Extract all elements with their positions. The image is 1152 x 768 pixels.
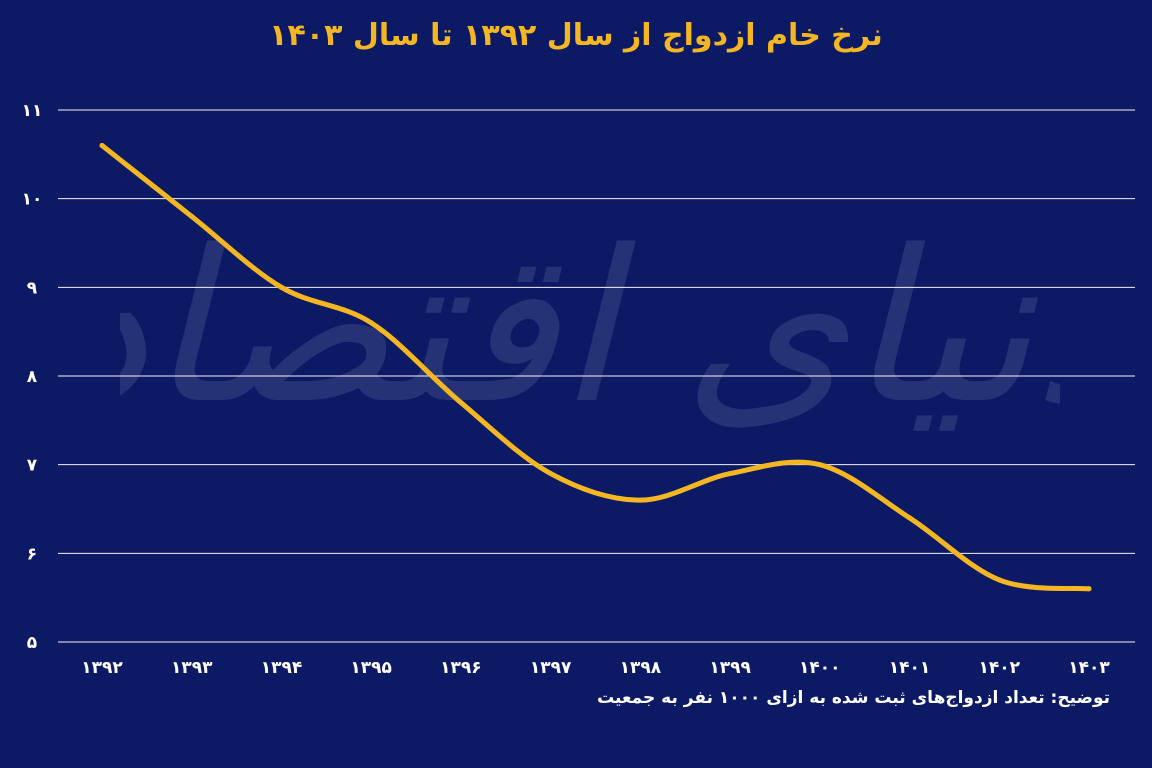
data-point <box>458 400 464 406</box>
x-tick-label: ۱۴۰۱ <box>889 658 931 678</box>
data-point <box>1086 586 1092 592</box>
x-tick-label: ۱۳۹۶ <box>440 658 482 678</box>
data-point <box>99 142 105 148</box>
x-tick-label: ۱۴۰۲ <box>979 658 1021 678</box>
data-point <box>189 213 195 219</box>
x-tick-label: ۱۴۰۰ <box>799 658 841 678</box>
series-group <box>99 142 1092 592</box>
x-tick-label: ۱۳۹۲ <box>81 658 123 678</box>
y-tick-label: ۹ <box>27 278 38 298</box>
x-tick-label: ۱۳۹۴ <box>261 658 303 678</box>
series-line <box>99 142 1092 592</box>
y-tick-label: ۵ <box>27 633 37 653</box>
data-point <box>727 471 733 477</box>
data-point <box>907 515 913 521</box>
data-point <box>637 497 643 503</box>
y-tick-label: ۷ <box>27 456 38 476</box>
x-axis-ticks: ۱۳۹۲ ۱۳۹۳ ۱۳۹۴ ۱۳۹۵ ۱۳۹۶ ۱۳۹۷ ۱۳۹۸ ۱۳۹۹ ۱۴۰۰ ۱۴۰۱… <box>81 658 1110 678</box>
grid <box>58 109 1135 643</box>
x-tick-label: ۱۳۹۸ <box>620 658 662 678</box>
data-point <box>996 577 1002 583</box>
data-point <box>548 471 554 477</box>
chart-title: نرخ خام ازدواج از سال ۱۳۹۲ تا سال ۱۴۰۳ <box>269 18 883 53</box>
watermark-text: دنیای اقتصاد <box>120 205 1060 450</box>
x-tick-label: ۱۴۰۳ <box>1068 658 1110 678</box>
chart-footnote: توضیح: تعداد ازدواج‌های ثبت شده به ازای … <box>597 688 1110 708</box>
y-tick-label: ۱۱ <box>22 101 43 121</box>
data-point <box>278 284 284 290</box>
y-tick-label: ۱۰ <box>22 190 43 210</box>
data-point <box>817 462 823 468</box>
y-tick-label: ۸ <box>27 367 38 387</box>
y-tick-label: ۶ <box>27 544 37 564</box>
watermark-logo: دنیای اقتصاد <box>120 205 1060 450</box>
x-tick-label: ۱۳۹۵ <box>350 658 392 678</box>
x-tick-label: ۱۳۹۹ <box>709 658 751 678</box>
data-point <box>368 320 374 326</box>
x-tick-label: ۱۳۹۷ <box>530 658 572 678</box>
y-axis-ticks: ۵ ۶ ۷ ۸ ۹ ۱۰ ۱۱ <box>22 101 43 653</box>
x-tick-label: ۱۳۹۳ <box>171 658 213 678</box>
